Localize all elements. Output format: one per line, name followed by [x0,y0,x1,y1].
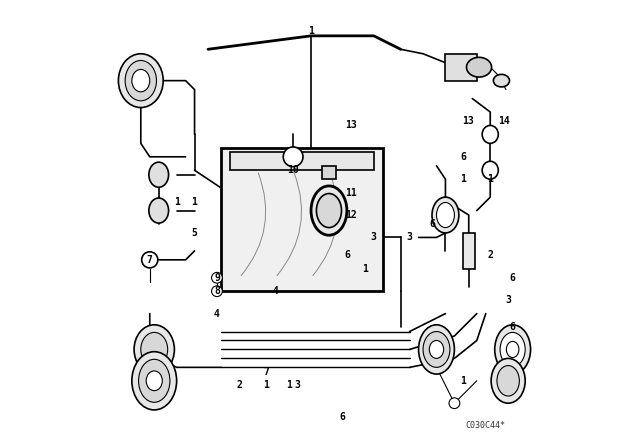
Text: 2: 2 [236,380,243,390]
Ellipse shape [316,194,342,228]
Text: 11: 11 [346,188,357,198]
Text: 6: 6 [509,273,516,283]
Ellipse shape [493,74,509,87]
Ellipse shape [495,325,531,374]
Text: 6: 6 [429,219,435,229]
Text: 8: 8 [214,286,220,296]
Text: 6: 6 [339,412,346,422]
Ellipse shape [139,359,170,402]
Ellipse shape [491,358,525,403]
Bar [445,54,477,81]
Ellipse shape [146,371,163,391]
Text: 13: 13 [462,116,474,126]
Text: 6: 6 [509,322,516,332]
Ellipse shape [132,69,150,92]
Ellipse shape [311,186,347,235]
Ellipse shape [118,54,163,108]
Ellipse shape [149,198,168,223]
Ellipse shape [212,272,222,283]
Text: 1: 1 [191,197,198,207]
Ellipse shape [482,161,499,179]
Text: 1: 1 [263,380,269,390]
Ellipse shape [141,332,168,366]
Text: 9: 9 [214,273,220,283]
Text: 2: 2 [487,250,493,260]
Text: 3: 3 [505,295,511,305]
Ellipse shape [132,352,177,410]
Bar [463,233,474,269]
Bar [221,148,383,291]
Ellipse shape [423,332,450,367]
Ellipse shape [141,252,158,268]
Text: 7: 7 [263,367,269,377]
Text: 1: 1 [362,264,368,274]
Text: 12: 12 [346,210,357,220]
Text: 4: 4 [272,286,278,296]
Text: 10: 10 [287,165,299,175]
Bar [323,166,336,179]
Text: 14: 14 [498,116,509,126]
Ellipse shape [125,60,157,101]
Text: 1: 1 [460,174,467,184]
Ellipse shape [429,340,444,358]
Ellipse shape [432,197,459,233]
Ellipse shape [436,202,454,228]
Text: 1: 1 [308,26,314,36]
Text: C030C44*: C030C44* [466,421,506,430]
Text: 3: 3 [406,233,413,242]
Text: 6: 6 [460,152,467,162]
Ellipse shape [212,286,222,297]
Text: 1: 1 [285,380,292,390]
Ellipse shape [149,162,168,187]
Ellipse shape [497,366,520,396]
Ellipse shape [500,332,525,366]
Ellipse shape [134,325,174,374]
Bar [230,152,374,170]
Text: 7: 7 [147,255,153,265]
Text: 4: 4 [214,309,220,319]
Text: 1: 1 [173,197,180,207]
Ellipse shape [506,341,519,358]
Text: 3: 3 [294,380,301,390]
Text: 1: 1 [460,376,467,386]
Ellipse shape [449,398,460,409]
Ellipse shape [467,57,492,77]
Ellipse shape [284,147,303,167]
Ellipse shape [482,125,499,143]
Text: 1: 1 [487,174,493,184]
Text: 3: 3 [371,233,377,242]
Text: 5: 5 [191,228,198,238]
Ellipse shape [448,56,479,78]
Text: 6: 6 [344,250,350,260]
Text: 13: 13 [346,121,357,130]
Ellipse shape [419,325,454,374]
